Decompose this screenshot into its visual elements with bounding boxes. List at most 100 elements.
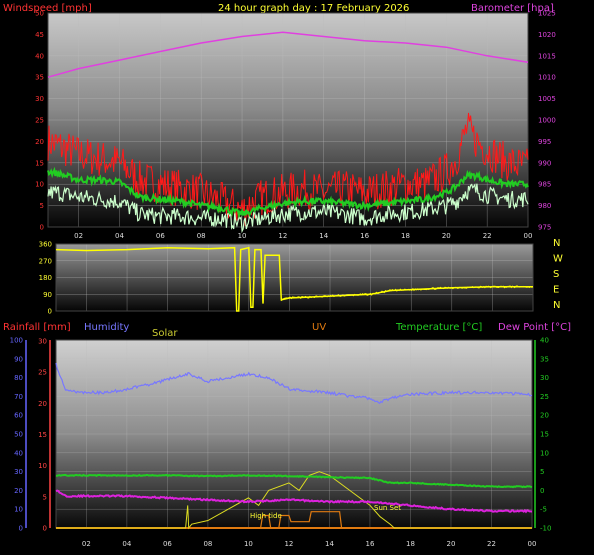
wind-x-tick-label: 00 bbox=[524, 232, 533, 240]
humidity-tick-label: 70 bbox=[14, 393, 23, 401]
temperature-x-tick-label: 22 bbox=[487, 540, 496, 548]
barometer-axis-title: Barometer [hpa] bbox=[471, 3, 554, 14]
rainfall-tick-label: 10 bbox=[38, 462, 47, 470]
wind-x-tick-label: 22 bbox=[483, 232, 492, 240]
direction-tick-label: 360 bbox=[39, 241, 52, 249]
wind-x-tick-label: 04 bbox=[115, 232, 124, 240]
windspeed-tick-label: 10 bbox=[35, 181, 44, 189]
temperature-x-tick-label: 20 bbox=[447, 540, 456, 548]
humidity-tick-label: 60 bbox=[14, 412, 23, 420]
wind-panel-series bbox=[47, 31, 529, 234]
humidity-axis-title: Humidity bbox=[84, 322, 129, 333]
temperature-tick-label: 30 bbox=[540, 374, 549, 382]
temperature-panel-series bbox=[55, 362, 533, 530]
temperature-tick-label: 5 bbox=[540, 468, 544, 476]
direction-tick-label: 0 bbox=[48, 308, 52, 316]
barometer-tick-label: 985 bbox=[538, 181, 551, 189]
rainfall-tick-label: 25 bbox=[38, 369, 47, 377]
wind-x-tick-label: 02 bbox=[74, 232, 83, 240]
wind-x-tick-label: 18 bbox=[401, 232, 410, 240]
compass-label: N bbox=[553, 238, 560, 249]
wind-x-tick-label: 10 bbox=[238, 232, 247, 240]
direction-tick-label: 180 bbox=[39, 274, 52, 282]
solar-label: Solar bbox=[152, 328, 178, 339]
barometer-tick-label: 1005 bbox=[538, 95, 556, 103]
windspeed-tick-label: 15 bbox=[35, 159, 44, 167]
windspeed-tick-label: 35 bbox=[35, 74, 44, 82]
rainfall-axis-title: Rainfall [mm] bbox=[3, 322, 71, 333]
temperature-tick-label: 35 bbox=[540, 355, 549, 363]
temperature-x-tick-label: 10 bbox=[244, 540, 253, 548]
compass-label: W bbox=[553, 254, 563, 265]
humidity-tick-label: 50 bbox=[14, 431, 23, 439]
humidity-tick-label: 30 bbox=[14, 468, 23, 476]
rainfall-tick-label: 5 bbox=[43, 493, 47, 501]
wind-x-tick-label: 14 bbox=[319, 232, 328, 240]
wind-x-tick-label: 12 bbox=[278, 232, 287, 240]
gust-series-line bbox=[47, 112, 529, 227]
wind-x-tick-label: 20 bbox=[442, 232, 451, 240]
barometer-tick-label: 1025 bbox=[538, 10, 556, 18]
windspeed-tick-label: 0 bbox=[40, 224, 44, 232]
compass-label: N bbox=[553, 300, 560, 311]
humidity-tick-label: 20 bbox=[14, 487, 23, 495]
barometer-tick-label: 975 bbox=[538, 224, 551, 232]
temperature-tick-label: 15 bbox=[540, 431, 549, 439]
temperature-x-tick-label: 00 bbox=[528, 540, 537, 548]
rainfall-tick-label: 20 bbox=[38, 400, 47, 408]
wind-x-tick-label: 08 bbox=[197, 232, 206, 240]
uv-label: UV bbox=[312, 322, 326, 333]
temperature-x-tick-label: 14 bbox=[325, 540, 334, 548]
temperature-x-tick-label: 08 bbox=[203, 540, 212, 548]
humidity-tick-label: 90 bbox=[14, 355, 23, 363]
direction-panel-grid bbox=[55, 243, 534, 312]
direction-tick-label: 270 bbox=[39, 257, 52, 265]
rainfall-tick-label: 0 bbox=[43, 525, 47, 533]
rainfall-tick-label: 30 bbox=[38, 338, 47, 346]
temperature-tick-label: 0 bbox=[540, 487, 544, 495]
windspeed-tick-label: 5 bbox=[40, 202, 44, 210]
dewpoint-axis-title: Dew Point [°C] bbox=[498, 322, 571, 333]
barometer-series-line bbox=[47, 31, 529, 78]
temperature-tick-label: -5 bbox=[540, 506, 547, 514]
wind-x-tick-label: 06 bbox=[156, 232, 165, 240]
temperature-tick-label: -10 bbox=[540, 525, 551, 533]
barometer-tick-label: 990 bbox=[538, 159, 551, 167]
temperature-x-tick-label: 04 bbox=[122, 540, 131, 548]
compass-label: E bbox=[553, 285, 559, 296]
barometer-tick-label: 1000 bbox=[538, 117, 556, 125]
barometer-tick-label: 1020 bbox=[538, 31, 556, 39]
temperature-x-tick-label: 12 bbox=[284, 540, 293, 548]
average-series-line bbox=[47, 166, 529, 219]
temperature-x-tick-label: 02 bbox=[82, 540, 91, 548]
axis-ticks: 0510152025303540455097598098599099510001… bbox=[10, 10, 563, 549]
direction-tick-label: 90 bbox=[43, 291, 52, 299]
temperature-x-tick-label: 06 bbox=[163, 540, 172, 548]
temperature-panel-grid bbox=[55, 339, 533, 529]
temperature-tick-label: 10 bbox=[540, 449, 549, 457]
humidity-series-line bbox=[55, 362, 533, 405]
temperature-tick-label: 40 bbox=[540, 337, 549, 345]
windspeed-tick-label: 25 bbox=[35, 117, 44, 125]
windspeed-tick-label: 20 bbox=[35, 138, 44, 146]
barometer-tick-label: 980 bbox=[538, 202, 551, 210]
windspeed-tick-label: 50 bbox=[35, 10, 44, 18]
windspeed-axis-title: Windspeed [mph] bbox=[3, 3, 92, 14]
windspeed-tick-label: 30 bbox=[35, 95, 44, 103]
dewpoint-series-line bbox=[55, 489, 533, 514]
sun-set-annotation: Sun Set bbox=[374, 504, 401, 512]
humidity-tick-label: 80 bbox=[14, 374, 23, 382]
compass-label: S bbox=[553, 269, 559, 280]
solar-series-line bbox=[56, 471, 532, 530]
temperature-x-tick-label: 18 bbox=[406, 540, 415, 548]
direction-jitter-line bbox=[280, 285, 534, 302]
humidity-tick-label: 10 bbox=[14, 506, 23, 514]
humidity-tick-label: 40 bbox=[14, 449, 23, 457]
humidity-tick-label: 100 bbox=[10, 337, 23, 345]
rainfall-tick-label: 15 bbox=[38, 431, 47, 439]
barometer-tick-label: 1010 bbox=[538, 74, 556, 82]
windspeed-tick-label: 45 bbox=[35, 31, 44, 39]
temperature-axis-title: Temperature [°C] bbox=[395, 322, 482, 333]
temperature-tick-label: 20 bbox=[540, 412, 549, 420]
